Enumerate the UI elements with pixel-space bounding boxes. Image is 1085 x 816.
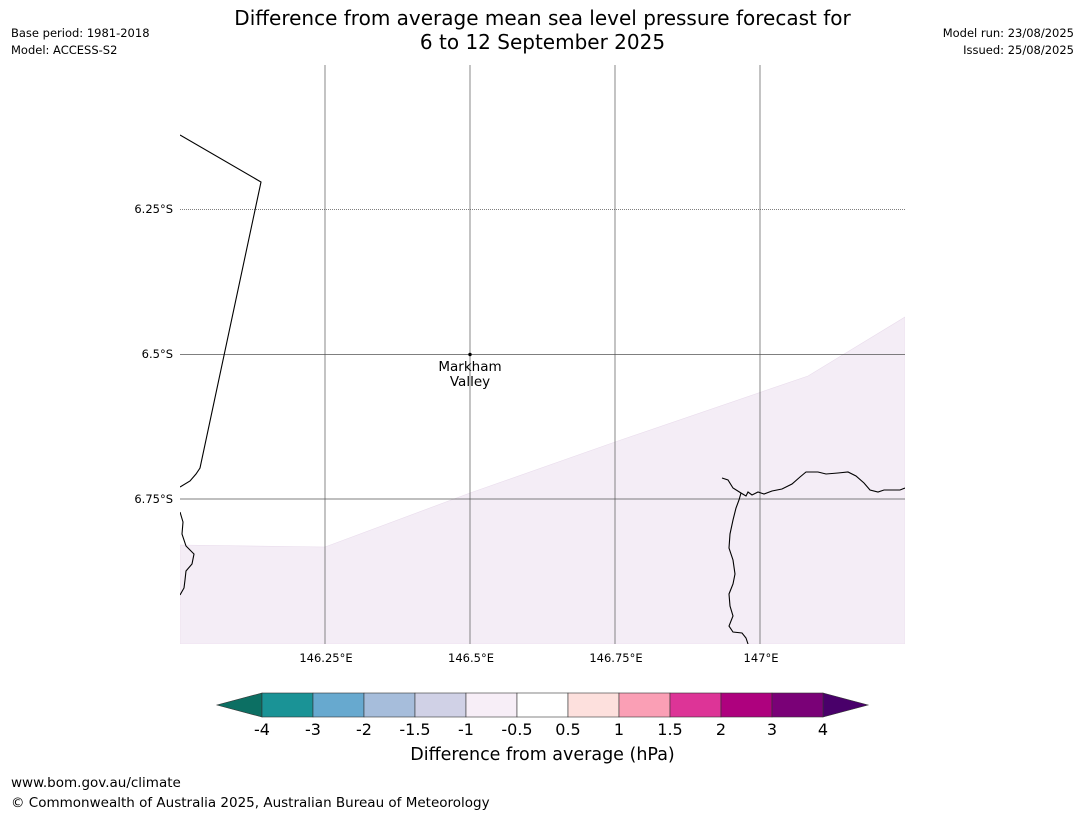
footer-copyright: © Commonwealth of Australia 2025, Austra… — [11, 795, 490, 811]
colorbar-label: 4 — [817, 720, 829, 739]
colorbar-swatch — [465, 692, 518, 718]
colorbar — [215, 692, 870, 718]
colorbar-title: Difference from average (hPa) — [410, 745, 675, 765]
map-area — [180, 65, 905, 644]
colorbar-label: -1 — [458, 720, 474, 739]
place-marker — [468, 352, 472, 357]
colorbar-swatch — [363, 692, 416, 718]
model-name: Model: ACCESS-S2 — [11, 43, 118, 57]
colorbar-swatch — [312, 692, 365, 718]
coastlines — [180, 134, 905, 644]
colorbar-swatch — [618, 692, 671, 718]
colorbar-swatch — [261, 692, 314, 718]
colorbar-label: 1 — [613, 720, 625, 739]
footer-url: www.bom.gov.au/climate — [11, 775, 181, 791]
colorbar-label: -2 — [356, 720, 372, 739]
colorbar-label: -1.5 — [399, 720, 431, 739]
lon-tick-146-75e: 146.75°E — [589, 651, 643, 665]
colorbar-over-arrow — [822, 692, 870, 718]
lat-tick-6-75s: 6.75°S — [134, 492, 173, 506]
lat-tick-6-25s: 6.25°S — [134, 202, 173, 216]
colorbar-swatch — [567, 692, 620, 718]
colorbar-label: -4 — [254, 720, 270, 739]
title-line-1: Difference from average mean sea level p… — [234, 6, 851, 30]
meta-right: Model run: 23/08/2025 Issued: 25/08/2025 — [943, 25, 1074, 59]
place-name-line-1: Markham — [438, 359, 502, 375]
colorbar-label: 0.5 — [555, 720, 581, 739]
model-run: Model run: 23/08/2025 — [942, 26, 1074, 40]
colorbar-label: 1.5 — [657, 720, 683, 739]
colorbar-label: 3 — [766, 720, 778, 739]
colorbar-swatch — [414, 692, 467, 718]
colorbar-label: 2 — [715, 720, 727, 739]
place-name-line-2: Valley — [449, 374, 491, 390]
border-line — [180, 134, 262, 488]
colorbar-swatch — [720, 692, 773, 718]
coastline-east — [721, 471, 905, 497]
map-title: Difference from average mean sea level p… — [0, 6, 1085, 54]
colorbar-swatch — [669, 692, 722, 718]
colorbar-label: -0.5 — [501, 720, 533, 739]
colorbar-label: -3 — [305, 720, 321, 739]
pressure-anomaly-field — [180, 316, 905, 644]
colorbar-swatch — [771, 692, 824, 718]
coastline-river — [728, 492, 749, 644]
lat-tick-6-5s: 6.5°S — [141, 347, 173, 361]
issued-date: Issued: 25/08/2025 — [963, 43, 1074, 57]
meta-left: Base period: 1981-2018 Model: ACCESS-S2 — [11, 25, 150, 59]
lon-tick-146-5e: 146.5°E — [448, 651, 494, 665]
colorbar-under-arrow — [215, 692, 263, 718]
base-period: Base period: 1981-2018 — [11, 26, 150, 40]
colorbar-swatch — [516, 692, 569, 718]
title-line-2: 6 to 12 September 2025 — [419, 30, 666, 54]
coastline-west — [180, 511, 195, 596]
gridlines — [180, 65, 905, 644]
place-label: Markham Valley — [410, 360, 530, 390]
lon-tick-146-25e: 146.25°E — [299, 651, 353, 665]
lon-tick-147e: 147°E — [743, 651, 779, 665]
